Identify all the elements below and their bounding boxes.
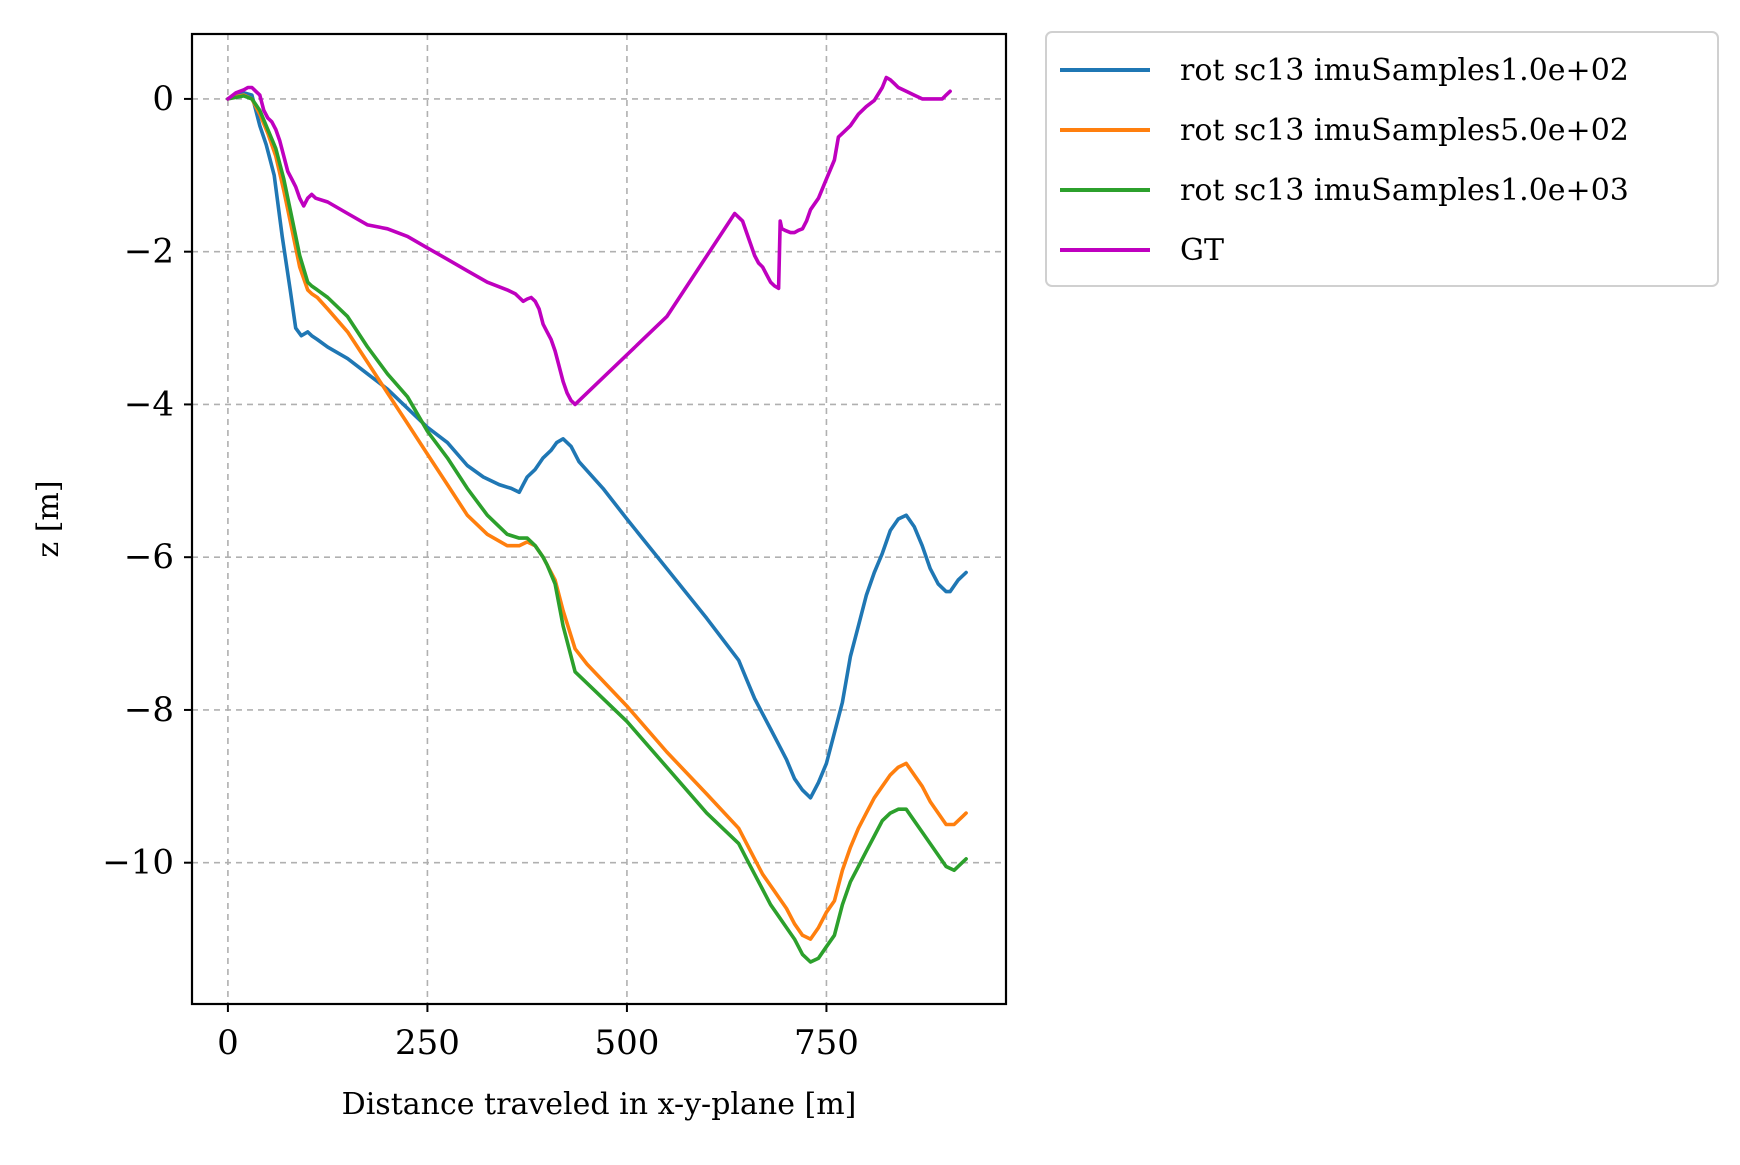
x-tick-label: 750	[794, 1023, 859, 1063]
series-line-gt	[226, 75, 952, 407]
y-tick-label: −8	[124, 690, 174, 730]
legend-label: rot sc13 imuSamples1.0e+02	[1180, 53, 1629, 88]
y-axis-ticks: 0 −2 −4 −6 −8 −10	[102, 79, 192, 883]
y-tick-label: −6	[124, 537, 174, 577]
y-axis-label: z [m]	[31, 480, 66, 557]
y-tick-label: −10	[102, 843, 174, 883]
series-line-rot-sc13-imusamples5-0e-02	[226, 93, 968, 941]
x-axis-label: Distance traveled in x-y-plane [m]	[342, 1087, 857, 1122]
x-tick-label: 250	[395, 1023, 460, 1063]
legend: rot sc13 imuSamples1.0e+02 rot sc13 imuSa…	[1045, 31, 1719, 287]
legend-label: rot sc13 imuSamples1.0e+03	[1180, 173, 1629, 208]
y-tick-label: −4	[124, 384, 174, 424]
x-axis-ticks: 0 250 500 750	[217, 1004, 859, 1063]
x-tick-label: 0	[217, 1023, 239, 1063]
legend-label: rot sc13 imuSamples5.0e+02	[1180, 113, 1629, 148]
series-line-rot-sc13-imusamples1-0e-02	[226, 91, 968, 800]
grid	[192, 34, 1006, 1004]
x-tick-label: 500	[594, 1023, 659, 1063]
plot-frame	[190, 32, 1008, 1006]
legend-label: GT	[1180, 233, 1224, 268]
legend-box	[1045, 31, 1719, 287]
y-tick-label: 0	[152, 79, 174, 119]
series-line-rot-sc13-imusamples1-0e-03	[226, 94, 968, 964]
plot-series	[226, 75, 968, 964]
y-tick-label: −2	[124, 232, 174, 272]
